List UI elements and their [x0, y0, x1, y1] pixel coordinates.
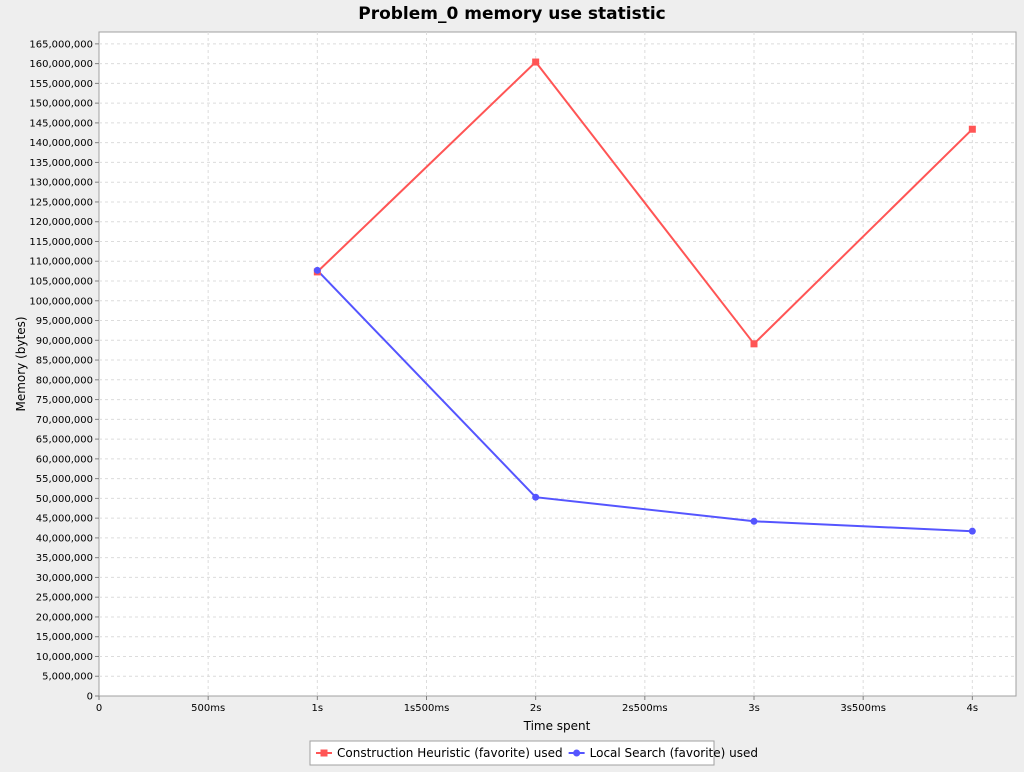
- x-tick-label: 1s: [312, 703, 324, 714]
- y-tick-label: 25,000,000: [36, 593, 93, 604]
- y-tick-label: 130,000,000: [29, 178, 93, 189]
- y-tick-label: 140,000,000: [29, 138, 93, 149]
- data-point-marker: [750, 340, 758, 348]
- y-tick-label: 150,000,000: [29, 99, 93, 110]
- y-tick-label: 125,000,000: [29, 197, 93, 208]
- y-tick-label: 100,000,000: [29, 296, 93, 307]
- y-tick-label: 165,000,000: [29, 39, 93, 50]
- y-tick-label: 10,000,000: [36, 652, 93, 663]
- y-tick-label: 95,000,000: [36, 316, 93, 327]
- x-tick-label: 0: [96, 703, 102, 714]
- y-tick-label: 15,000,000: [36, 632, 93, 643]
- y-axis-label: Memory (bytes): [14, 316, 28, 411]
- y-tick-label: 0: [87, 692, 93, 703]
- y-tick-label: 45,000,000: [36, 514, 93, 525]
- y-tick-label: 20,000,000: [36, 612, 93, 623]
- series-line-1: [316, 269, 973, 533]
- y-tick-label: 5,000,000: [42, 672, 93, 683]
- x-tick-label: 3s: [748, 703, 760, 714]
- axes: 0 5,000,000 10,000,000 15,000,000 20,000,000…: [29, 39, 978, 714]
- series: [313, 58, 976, 535]
- y-tick-label: 55,000,000: [36, 474, 93, 485]
- data-point-marker: [750, 517, 758, 525]
- data-point-marker: [968, 527, 976, 535]
- x-tick-label: 2s500ms: [622, 703, 668, 714]
- y-tick-label: 35,000,000: [36, 553, 93, 564]
- legend-entry-label: Construction Heuristic (favorite) used: [337, 746, 563, 760]
- plot-area: [98, 31, 1017, 697]
- y-tick-label: 40,000,000: [36, 533, 93, 544]
- chart-title: Problem_0 memory use statistic: [358, 4, 666, 24]
- data-point-marker: [313, 266, 321, 274]
- y-tick-label: 155,000,000: [29, 79, 93, 90]
- legend-box: [309, 740, 715, 766]
- y-tick-label: 120,000,000: [29, 217, 93, 228]
- legend: Construction Heuristic (favorite) used Lo…: [309, 740, 758, 766]
- y-tick-label: 70,000,000: [36, 415, 93, 426]
- legend-swatch-marker: [320, 749, 328, 757]
- series-line-0: [316, 60, 974, 346]
- y-tick-label: 65,000,000: [36, 435, 93, 446]
- y-tick-label: 90,000,000: [36, 336, 93, 347]
- y-tick-label: 80,000,000: [36, 375, 93, 386]
- x-tick-label: 500ms: [191, 703, 225, 714]
- x-tick-label: 3s500ms: [840, 703, 886, 714]
- x-tick-label: 2s: [530, 703, 542, 714]
- x-tick-label: 1s500ms: [404, 703, 450, 714]
- data-point-marker: [968, 125, 976, 133]
- x-tick-label: 4s: [967, 703, 979, 714]
- y-tick-label: 85,000,000: [36, 356, 93, 367]
- y-tick-label: 105,000,000: [29, 277, 93, 288]
- x-axis-label: Time spent: [523, 719, 591, 733]
- y-tick-label: 160,000,000: [29, 59, 93, 70]
- y-tick-label: 60,000,000: [36, 454, 93, 465]
- data-point-marker: [532, 493, 540, 501]
- grid: [99, 32, 1016, 696]
- legend-entry-label: Local Search (favorite) used: [590, 746, 758, 760]
- y-tick-label: 115,000,000: [29, 237, 93, 248]
- y-tick-label: 135,000,000: [29, 158, 93, 169]
- y-tick-label: 75,000,000: [36, 395, 93, 406]
- y-tick-label: 110,000,000: [29, 257, 93, 268]
- legend-swatch-marker: [573, 749, 581, 757]
- y-tick-label: 145,000,000: [29, 118, 93, 129]
- y-tick-label: 30,000,000: [36, 573, 93, 584]
- data-point-marker: [532, 58, 540, 66]
- y-tick-label: 50,000,000: [36, 494, 93, 505]
